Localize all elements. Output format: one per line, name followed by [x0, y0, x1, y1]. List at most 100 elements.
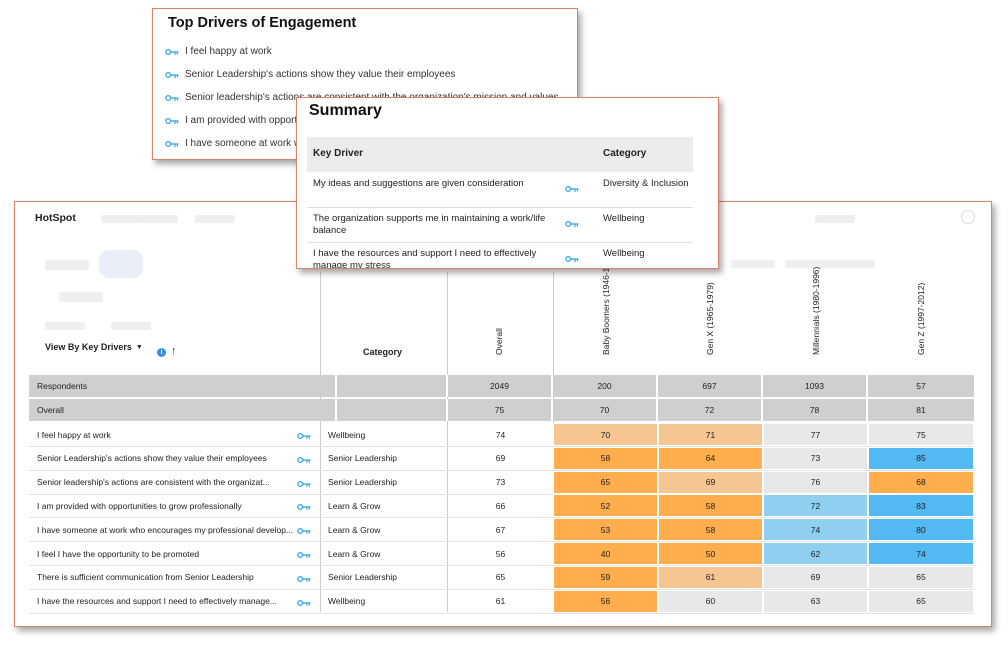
row-category: Learn & Grow [328, 524, 381, 535]
heat-cell[interactable]: 58 [658, 494, 763, 518]
divider [447, 272, 448, 612]
heat-cell[interactable]: 59 [553, 565, 658, 589]
heat-cell[interactable]: 77 [763, 423, 868, 446]
row-category: Senior Leadership [328, 477, 397, 488]
heat-cell[interactable]: 40 [553, 542, 658, 565]
driver-label: I feel happy at work [185, 46, 272, 57]
heat-cell[interactable]: 74 [763, 518, 868, 542]
table-row[interactable]: I am provided with opportunities to grow… [29, 494, 974, 519]
category-column-header: Category [363, 347, 403, 357]
key-icon [297, 527, 311, 535]
heat-cell[interactable]: 83 [868, 494, 974, 518]
row-overall: 69 [495, 453, 506, 464]
row-label: I have someone at work who encourages my… [37, 524, 294, 535]
hotspot-panel: HotSpot View By Key Drivers ▼ i ↑ Catego… [14, 201, 992, 627]
table-row[interactable]: I have the resources and support I need … [29, 589, 974, 614]
key-icon [297, 456, 311, 464]
heat-cell[interactable]: 71 [658, 423, 763, 446]
heat-cell[interactable]: 50 [658, 542, 763, 565]
heat-cell[interactable]: 85 [868, 446, 974, 470]
key-icon [565, 255, 579, 263]
column-header-overall: Overall [494, 328, 504, 355]
key-icon [297, 575, 311, 583]
heat-cell[interactable]: 65 [868, 589, 974, 613]
sort-arrow-icon[interactable]: ↑ [171, 345, 177, 357]
summary-driver: I have the resources and support I need … [313, 248, 537, 269]
row-category: Wellbeing [328, 596, 366, 607]
heat-cell[interactable]: 69 [763, 565, 868, 589]
key-icon [297, 599, 311, 607]
heat-cell[interactable]: 56 [553, 589, 658, 613]
summary-category: Wellbeing [603, 213, 645, 224]
summary-driver: The organization supports me in maintain… [313, 213, 546, 236]
filter-placeholder [731, 260, 775, 268]
row-category: Senior Leadership [328, 572, 397, 583]
respondents-gen-x: 697 [658, 375, 763, 397]
heat-cell[interactable]: 74 [868, 542, 974, 565]
overall-row: Overall 75 70 72 78 81 [29, 399, 974, 421]
column-header-gen-x: Gen X (1965-1979) [705, 282, 715, 355]
heat-cell[interactable]: 52 [553, 494, 658, 518]
view-by-dropdown[interactable]: View By Key Drivers ▼ [45, 342, 143, 352]
respondents-millennials: 1093 [763, 375, 868, 397]
driver-item: I feel happy at work [165, 46, 272, 57]
row-category: Senior Leadership [328, 453, 397, 464]
divider [320, 272, 321, 612]
filter-placeholder [45, 322, 85, 330]
hotspot-title: HotSpot [35, 212, 76, 224]
nav-placeholder [140, 215, 178, 223]
row-label: I feel I have the opportunity to be prom… [37, 548, 200, 559]
overall-gen-z: 81 [916, 405, 926, 415]
overall-gen-x: 72 [658, 399, 763, 421]
summary-driver: My ideas and suggestions are given consi… [313, 178, 524, 189]
row-label: Senior Leadership's actions show they va… [37, 453, 267, 464]
key-icon [165, 94, 179, 102]
key-driver-header: Key Driver [313, 148, 364, 159]
heat-cell[interactable]: 63 [763, 589, 868, 613]
summary-row: My ideas and suggestions are given consi… [307, 172, 693, 208]
row-overall: 65 [495, 572, 506, 583]
summary-category: Diversity & Inclusion [603, 178, 689, 189]
heat-cell[interactable]: 53 [553, 518, 658, 542]
table-row[interactable]: There is sufficient communication from S… [29, 565, 974, 590]
heat-cell[interactable]: 80 [868, 518, 974, 542]
filter-placeholder [111, 322, 151, 330]
row-label: Senior leadership's actions are consiste… [37, 477, 270, 488]
summary-table-header: Key Driver Category [307, 137, 693, 172]
heat-cell[interactable]: 70 [553, 423, 658, 446]
heat-cell[interactable]: 60 [658, 589, 763, 613]
heat-cell[interactable]: 75 [868, 423, 974, 446]
heat-cell[interactable]: 65 [868, 565, 974, 589]
heat-cell[interactable]: 69 [658, 470, 763, 494]
search-icon[interactable] [961, 210, 975, 224]
info-icon[interactable]: i [157, 348, 166, 357]
heat-cell[interactable]: 64 [658, 446, 763, 470]
table-row[interactable]: Senior Leadership's actions show they va… [29, 446, 974, 471]
table-row[interactable]: Senior leadership's actions are consiste… [29, 470, 974, 495]
summary-row: The organization supports me in maintain… [307, 207, 693, 243]
overall-baby-boomers: 70 [553, 399, 658, 421]
heat-cell[interactable]: 68 [868, 470, 974, 494]
respondents-label: Respondents [37, 381, 88, 391]
heat-cell[interactable]: 65 [553, 470, 658, 494]
row-overall: 66 [495, 500, 506, 511]
driver-item: Senior Leadership's actions show they va… [165, 69, 455, 80]
row-overall: 74 [495, 429, 506, 440]
table-row[interactable]: I feel I have the opportunity to be prom… [29, 542, 974, 566]
key-icon [165, 71, 179, 79]
summary-panel: Summary Key Driver Category My ideas and… [296, 97, 719, 269]
row-category: Learn & Grow [328, 548, 381, 559]
heat-cell[interactable]: 62 [763, 542, 868, 565]
respondents-row: Respondents 2049 200 697 1093 57 [29, 375, 974, 397]
respondents-gen-z: 57 [916, 381, 926, 391]
key-icon [165, 140, 179, 148]
heat-cell[interactable]: 58 [553, 446, 658, 470]
table-row[interactable]: I have someone at work who encourages my… [29, 518, 974, 543]
heat-cell[interactable]: 76 [763, 470, 868, 494]
heat-cell[interactable]: 73 [763, 446, 868, 470]
respondents-overall: 2049 [448, 375, 553, 397]
heat-cell[interactable]: 61 [658, 565, 763, 589]
table-row[interactable]: I feel happy at work Wellbeing 74 70 71 77 75 [29, 423, 974, 447]
heat-cell[interactable]: 72 [763, 494, 868, 518]
heat-cell[interactable]: 58 [658, 518, 763, 542]
